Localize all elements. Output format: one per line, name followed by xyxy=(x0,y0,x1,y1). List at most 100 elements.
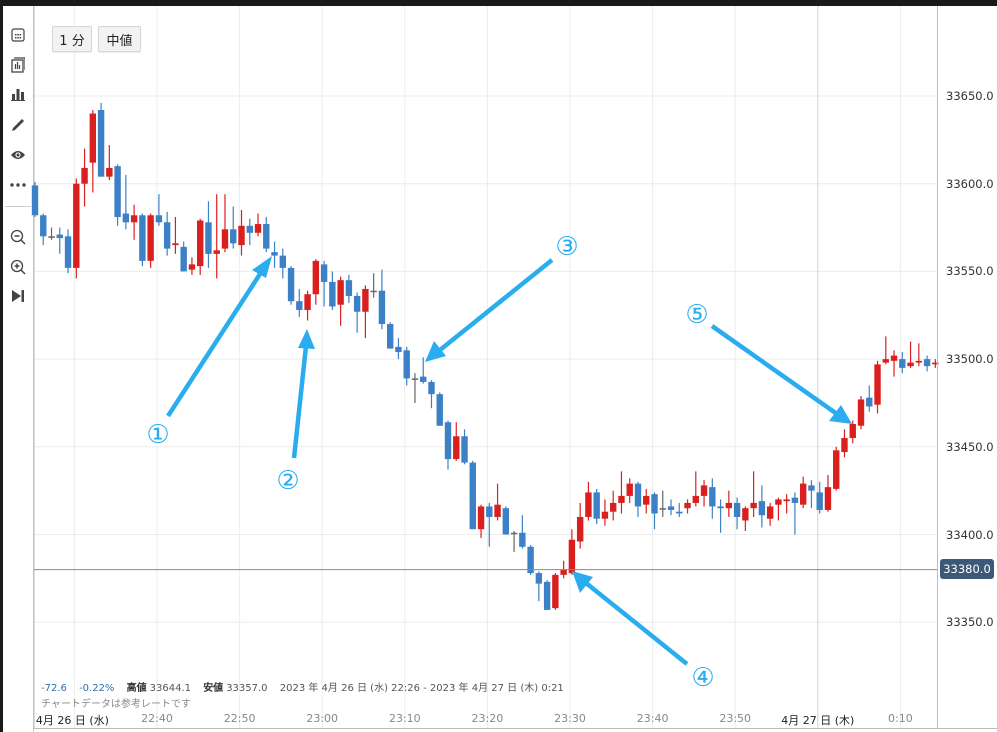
candle-body xyxy=(172,243,179,246)
candle xyxy=(866,385,873,412)
price-tick-label: 33350.0 xyxy=(946,615,994,630)
candle-body xyxy=(824,487,832,510)
candle xyxy=(783,494,790,514)
candle xyxy=(122,174,130,230)
candle xyxy=(692,471,699,507)
grid-lines xyxy=(33,6,937,728)
zoom-out-icon[interactable] xyxy=(10,229,26,245)
candle xyxy=(651,492,658,530)
candle-body xyxy=(197,220,204,267)
candle-body xyxy=(709,487,716,507)
time-tick-label: 22:50 xyxy=(223,712,256,725)
candle-body xyxy=(147,215,154,261)
candle xyxy=(188,257,196,275)
time-tick-label: 23:40 xyxy=(636,712,669,725)
candle xyxy=(329,271,336,310)
candle-body xyxy=(56,234,63,239)
candle xyxy=(874,360,881,414)
candle-body xyxy=(329,281,336,307)
candle-body xyxy=(535,573,543,584)
candle-body xyxy=(469,462,476,530)
candle-body xyxy=(651,494,658,514)
candle-body xyxy=(543,581,551,610)
annotation-label-3: ③ xyxy=(555,232,579,262)
candle xyxy=(618,471,625,514)
price-tick-label: 33650.0 xyxy=(946,89,994,103)
candle-body xyxy=(758,501,766,516)
candle xyxy=(271,241,278,268)
candle xyxy=(89,110,97,193)
candle-body xyxy=(700,485,708,496)
candle xyxy=(610,490,617,521)
more-icon[interactable] xyxy=(10,177,26,193)
annotation-label-5: ⑤ xyxy=(685,300,709,330)
time-axis-line xyxy=(33,728,997,729)
zoom-in-icon[interactable] xyxy=(10,259,26,275)
candle-body xyxy=(775,499,782,505)
bar-chart-icon[interactable] xyxy=(10,86,26,102)
candle-body xyxy=(766,506,774,519)
candle-body xyxy=(453,436,460,460)
candle xyxy=(626,478,633,503)
candle-body xyxy=(552,574,559,609)
candle xyxy=(246,218,253,246)
candle-body xyxy=(48,236,55,238)
indicator-icon[interactable] xyxy=(10,57,26,73)
price-type-button[interactable]: 中値 xyxy=(98,26,141,52)
candle xyxy=(147,213,154,268)
candle xyxy=(593,488,600,524)
candle-body xyxy=(667,506,675,510)
candle xyxy=(114,164,121,226)
candle-body xyxy=(733,502,741,517)
candle-body xyxy=(659,508,666,510)
candle-body xyxy=(742,508,749,521)
candle xyxy=(287,266,295,305)
candle xyxy=(733,497,741,530)
candle-body xyxy=(816,492,823,510)
time-tick-label: 23:30 xyxy=(554,712,586,725)
high-value: 33644.1 xyxy=(149,683,191,694)
candle-body xyxy=(263,224,270,249)
candle-body xyxy=(857,399,865,426)
candle xyxy=(932,359,939,368)
candle xyxy=(684,499,691,514)
change-value: -72.6 xyxy=(41,683,67,694)
candle xyxy=(337,276,344,326)
candle-body xyxy=(304,294,311,310)
arrow-5 xyxy=(710,324,852,424)
candle-body xyxy=(783,499,790,502)
candle-body xyxy=(568,539,576,574)
pencil-icon[interactable] xyxy=(10,117,26,133)
candle xyxy=(527,545,534,575)
candle-body xyxy=(312,260,320,295)
candle xyxy=(791,492,799,535)
skip-to-end-icon[interactable] xyxy=(10,288,26,304)
candles xyxy=(31,103,939,610)
candle xyxy=(403,346,410,386)
candle-body xyxy=(180,246,187,272)
candle-body xyxy=(279,255,286,268)
annotation-label-4: ④ xyxy=(691,663,715,693)
candle-body xyxy=(725,502,733,509)
candle xyxy=(816,481,823,514)
candle-body xyxy=(353,295,361,312)
candle xyxy=(915,343,923,367)
price-axis[interactable] xyxy=(937,6,997,728)
calculator-icon[interactable] xyxy=(10,27,26,43)
candle-body xyxy=(923,359,931,367)
candle xyxy=(766,502,774,526)
eye-icon[interactable] xyxy=(10,147,26,163)
candle-body xyxy=(634,483,642,507)
candle-body xyxy=(139,215,146,261)
candle xyxy=(205,201,212,268)
candle-body xyxy=(130,215,138,223)
candle xyxy=(106,145,113,181)
candle xyxy=(320,260,328,307)
candle-body xyxy=(576,516,584,542)
interval-button[interactable]: 1 分 xyxy=(52,26,92,52)
candle xyxy=(535,571,543,602)
candle-body xyxy=(601,511,609,519)
candle xyxy=(213,194,220,279)
candle-body xyxy=(799,483,807,505)
